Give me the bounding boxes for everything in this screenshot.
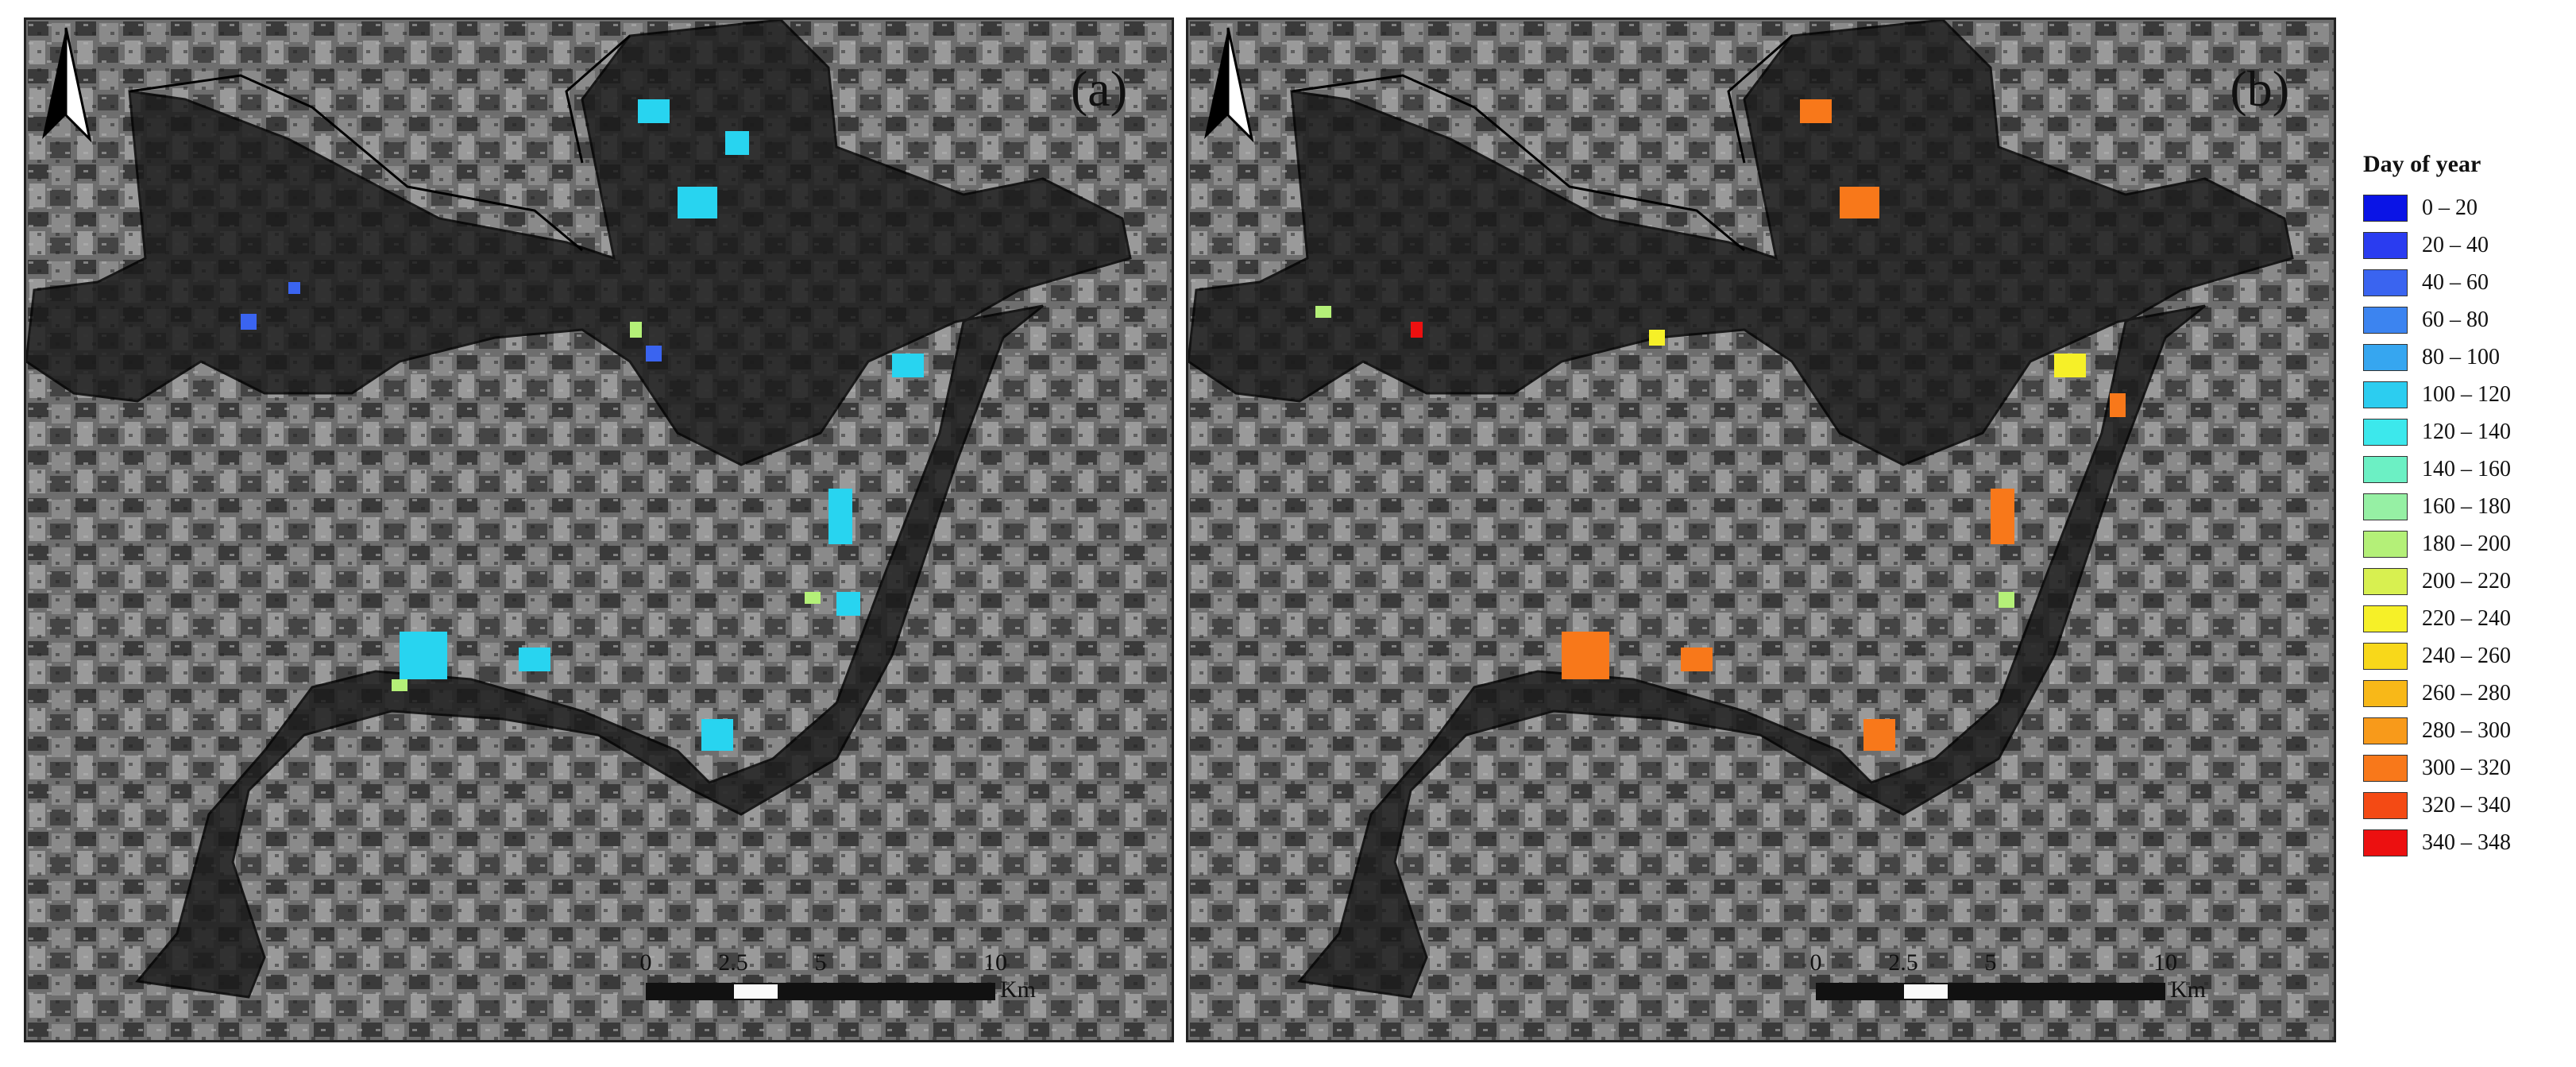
legend-swatch [2363,791,2408,819]
legend-item: 60 – 80 [2363,301,2570,338]
legend-swatch [2363,381,2408,408]
legend-label: 240 – 260 [2422,643,2511,668]
panel-label-a: (a) [1070,60,1127,117]
legend-swatch [2363,418,2408,446]
legend-label: 160 – 180 [2422,493,2511,519]
scale-unit: Km [1000,976,1036,1003]
legend-label: 300 – 320 [2422,755,2511,780]
legend-item: 120 – 140 [2363,413,2570,450]
legend-label: 140 – 160 [2422,456,2511,481]
legend-label: 320 – 340 [2422,792,2511,818]
legend-label: 180 – 200 [2422,531,2511,556]
legend-item: 80 – 100 [2363,338,2570,376]
legend-label: 280 – 300 [2422,717,2511,743]
legend-item: 140 – 160 [2363,450,2570,488]
map-panel-b: (b) 0 2.5 5 10 Km [1186,17,2336,1042]
legend-swatch [2363,642,2408,670]
scale-tick: 5 [1984,949,1997,976]
legend-item: 220 – 240 [2363,600,2570,637]
scale-tick: 0 [1809,949,1822,976]
legend-label: 100 – 120 [2422,381,2511,407]
satellite-image-b [1188,20,2334,1040]
scale-tick: 0 [639,949,652,976]
legend-title: Day of year [2363,151,2481,177]
legend-label: 0 – 20 [2422,195,2478,220]
scale-unit: Km [2170,976,2206,1003]
legend-label: 220 – 240 [2422,605,2511,631]
legend-swatch [2363,605,2408,632]
legend-item: 260 – 280 [2363,675,2570,712]
legend-item: 180 – 200 [2363,525,2570,562]
legend-label: 120 – 140 [2422,419,2511,444]
panel-label-b: (b) [2230,60,2289,117]
legend-item: 320 – 340 [2363,787,2570,824]
legend-swatch [2363,679,2408,707]
scalebar-b: 0 2.5 5 10 Km [1810,949,2229,1021]
legend-label: 200 – 220 [2422,568,2511,593]
satellite-image-a [26,20,1172,1040]
legend-label: 260 – 280 [2422,680,2511,706]
legend-item: 300 – 320 [2363,749,2570,787]
legend-swatch [2363,455,2408,483]
legend-label: 60 – 80 [2422,307,2489,332]
scalebar-a: 0 2.5 5 10 Km [640,949,1059,1021]
legend-item: 0 – 20 [2363,189,2570,226]
scale-tick: 10 [983,949,1007,976]
legend-swatch [2363,567,2408,595]
legend: Day of year 0 – 20 20 – 40 40 – 60 60 – 80 8… [2363,151,2570,861]
legend-item: 40 – 60 [2363,264,2570,301]
legend-item: 100 – 120 [2363,376,2570,413]
legend-label: 20 – 40 [2422,232,2489,257]
legend-item: 280 – 300 [2363,712,2570,749]
legend-item: 340 – 348 [2363,824,2570,861]
legend-item: 160 – 180 [2363,488,2570,525]
legend-swatch [2363,194,2408,222]
scale-tick: 5 [814,949,827,976]
scale-bar [646,983,995,1000]
legend-item: 240 – 260 [2363,637,2570,675]
legend-items: 0 – 20 20 – 40 40 – 60 60 – 80 80 – 100 100 –… [2363,189,2570,861]
north-arrow-icon [42,27,92,143]
legend-swatch [2363,269,2408,296]
legend-label: 340 – 348 [2422,829,2511,855]
legend-swatch [2363,493,2408,520]
north-arrow-icon [1204,27,1254,143]
scale-tick: 2.5 [1888,949,1918,976]
legend-swatch [2363,829,2408,856]
scale-tick: 10 [2153,949,2177,976]
scale-bar [1816,983,2165,1000]
legend-swatch [2363,530,2408,558]
legend-swatch [2363,343,2408,371]
legend-swatch [2363,754,2408,782]
legend-swatch [2363,306,2408,334]
scale-tick: 2.5 [718,949,748,976]
legend-item: 200 – 220 [2363,562,2570,600]
legend-swatch [2363,717,2408,744]
map-panel-a: (a) 0 2.5 5 10 Km [24,17,1174,1042]
legend-item: 20 – 40 [2363,226,2570,264]
legend-label: 40 – 60 [2422,269,2489,295]
legend-swatch [2363,231,2408,259]
legend-label: 80 – 100 [2422,344,2500,369]
